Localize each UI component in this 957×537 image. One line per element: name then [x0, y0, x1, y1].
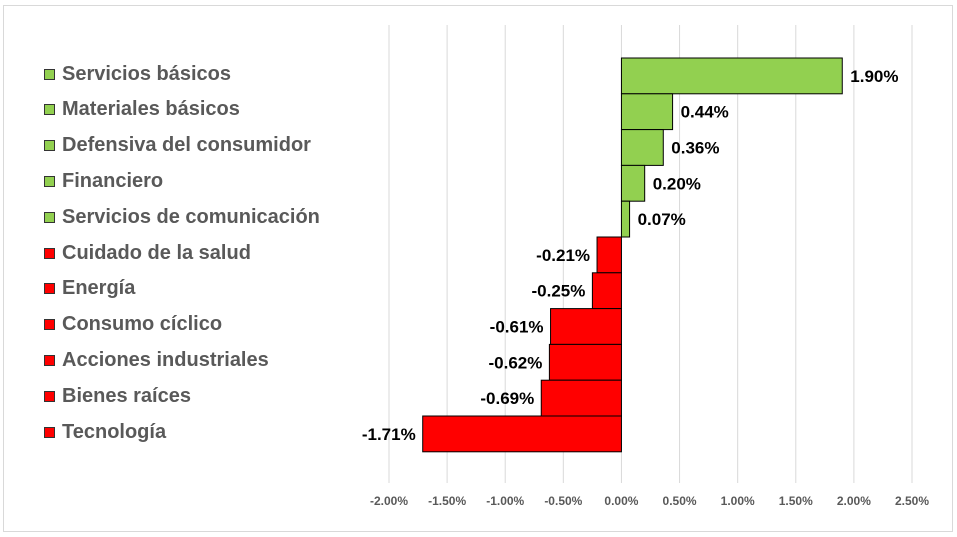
legend-swatch [44, 140, 55, 152]
legend-item: Energía [44, 277, 135, 301]
legend-swatch [44, 283, 55, 295]
x-tick-label: -0.50% [544, 494, 582, 508]
x-tick-label: 0.50% [663, 494, 697, 508]
bar [620, 93, 674, 131]
legend-label: Bienes raíces [62, 384, 191, 407]
x-tick-label: 1.00% [721, 494, 755, 508]
legend-label: Acciones industriales [62, 348, 269, 371]
x-tick-label: 2.50% [895, 494, 929, 508]
data-label: 0.20% [653, 174, 701, 193]
legend-label: Energía [62, 277, 136, 300]
x-tick-label: -2.00% [370, 494, 408, 508]
legend-item: Financiero [44, 169, 163, 193]
data-label: 0.07% [638, 210, 686, 229]
legend-label: Financiero [62, 169, 164, 192]
legend-item: Consumo cíclico [44, 313, 222, 337]
data-label: -0.21% [536, 246, 590, 265]
legend-item: Servicios básicos [44, 62, 231, 86]
legend-item: Cuidado de la salud [44, 241, 251, 265]
legend-swatch [44, 211, 55, 223]
data-label: 0.36% [671, 139, 719, 158]
bar [550, 308, 622, 345]
legend-label: Tecnología [62, 420, 167, 443]
legend-swatch [44, 68, 55, 80]
legend-swatch [44, 354, 55, 366]
bar [548, 343, 622, 381]
data-label: -0.69% [480, 389, 534, 408]
data-label: -0.25% [532, 282, 586, 301]
legend-swatch [44, 247, 55, 259]
legend-swatch [44, 319, 55, 331]
legend-label: Consumo cíclico [62, 313, 223, 336]
legend-swatch [44, 104, 55, 116]
data-label: -0.62% [489, 353, 543, 372]
legend-label: Cuidado de la salud [62, 241, 251, 264]
bar [620, 57, 843, 95]
legend-item: Materiales básicos [44, 98, 240, 122]
legend-item: Tecnología [44, 420, 166, 444]
bar [620, 164, 646, 202]
bar [620, 129, 664, 166]
x-tick-label: 0.00% [604, 494, 638, 508]
legend-item: Servicios de comunicación [44, 205, 320, 229]
legend-item: Acciones industriales [44, 348, 269, 372]
bar [620, 200, 631, 238]
data-label: 0.44% [681, 103, 729, 122]
legend-swatch [44, 390, 55, 402]
legend-label: Servicios de comunicación [62, 205, 320, 228]
bar [596, 236, 622, 274]
x-tick-label: -1.50% [428, 494, 466, 508]
x-tick-label: -1.00% [486, 494, 524, 508]
x-tick-label: 2.00% [837, 494, 871, 508]
bar [540, 379, 622, 417]
data-label: -1.71% [362, 425, 416, 444]
legend-swatch [44, 175, 55, 187]
legend-swatch [44, 426, 55, 438]
x-tick-label: 1.50% [779, 494, 813, 508]
bar [591, 272, 622, 310]
bar [422, 415, 622, 453]
data-label: -0.61% [490, 318, 544, 337]
legend-item: Defensiva del consumidor [44, 134, 311, 158]
legend-label: Defensiva del consumidor [62, 134, 311, 157]
legend-item: Bienes raíces [44, 384, 191, 408]
legend-label: Servicios básicos [62, 62, 231, 85]
legend-label: Materiales básicos [62, 98, 240, 121]
data-label: 1.90% [850, 67, 898, 86]
